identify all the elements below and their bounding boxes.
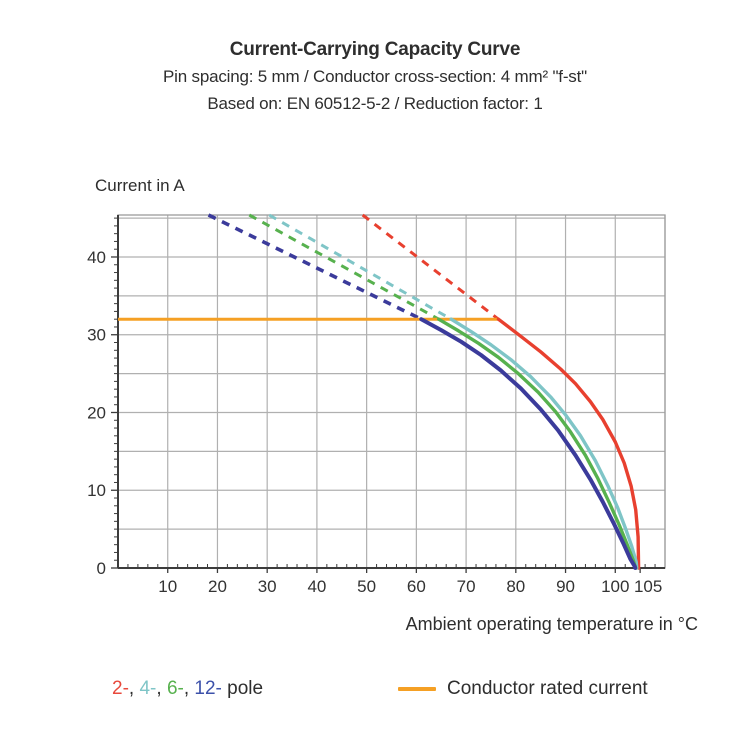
- chart-title: Current-Carrying Capacity Curve: [229, 39, 521, 60]
- x-tick-label: 100: [601, 577, 629, 596]
- curve-4-pole: [449, 317, 639, 570]
- pole-legend-suffix: pole: [221, 678, 264, 699]
- rated-current-swatch: [398, 687, 436, 691]
- chart-subtitle-spec: Pin spacing: 5 mm / Conductor cross-sect…: [163, 67, 587, 86]
- y-axis-title: Current in A: [95, 176, 185, 195]
- axes: [117, 215, 665, 569]
- legend-poles: 2-, 4-, 6-, 12- pole: [112, 678, 263, 700]
- x-tick-label: 90: [556, 577, 575, 596]
- curves: [419, 317, 641, 570]
- pole-legend-item: 2-: [112, 678, 129, 699]
- dash-12-pole: [207, 213, 423, 321]
- gridlines: [117, 214, 666, 569]
- curve-2-pole: [496, 317, 641, 570]
- x-tick-label: 80: [506, 577, 525, 596]
- x-tick-label: 20: [208, 577, 227, 596]
- tick-labels: 10 20 30 40 50 60 70 80 90 100 105 0 10 20 30 40: [87, 248, 662, 596]
- dash-6-pole: [248, 213, 440, 321]
- x-tick-label: 10: [158, 577, 177, 596]
- y-tick-label: 40: [87, 248, 106, 267]
- legend-separator: ,: [128, 678, 140, 699]
- y-tick-label: 20: [87, 403, 106, 422]
- axis-ticks: [111, 217, 656, 573]
- x-tick-label: 50: [357, 577, 376, 596]
- curve-12-pole: [419, 317, 638, 570]
- y-tick-label: 0: [97, 559, 106, 578]
- pole-legend-item: 4-: [139, 678, 157, 699]
- x-tick-label: 40: [307, 577, 326, 596]
- pole-legend-item: 12-: [194, 678, 222, 699]
- dashed-extensions: [207, 213, 500, 321]
- title-block: Current-Carrying Capacity Curve Pin spac…: [0, 36, 750, 117]
- y-tick-label: 10: [87, 481, 106, 500]
- x-tick-label: 105: [634, 577, 662, 596]
- x-tick-label: 30: [258, 577, 277, 596]
- curve-6-pole: [437, 317, 638, 570]
- dash-2-pole: [361, 213, 500, 321]
- x-tick-label: 70: [457, 577, 476, 596]
- legend-separator: ,: [156, 678, 167, 699]
- x-tick-label: 60: [407, 577, 426, 596]
- legend-rated-current: Conductor rated current: [398, 678, 648, 700]
- legend-row: 2-, 4-, 6-, 12- pole Conductor rated cur…: [0, 678, 750, 704]
- rated-current-label: Conductor rated current: [447, 678, 648, 699]
- chart-subtitle-standard: Based on: EN 60512-5-2 / Reduction facto…: [207, 94, 543, 113]
- y-tick-label: 30: [87, 326, 106, 345]
- x-axis-title: Ambient operating temperature in °C: [405, 614, 698, 634]
- pole-legend-item: 6-: [166, 678, 184, 699]
- dash-4-pole: [268, 213, 452, 321]
- legend-separator: ,: [183, 678, 195, 699]
